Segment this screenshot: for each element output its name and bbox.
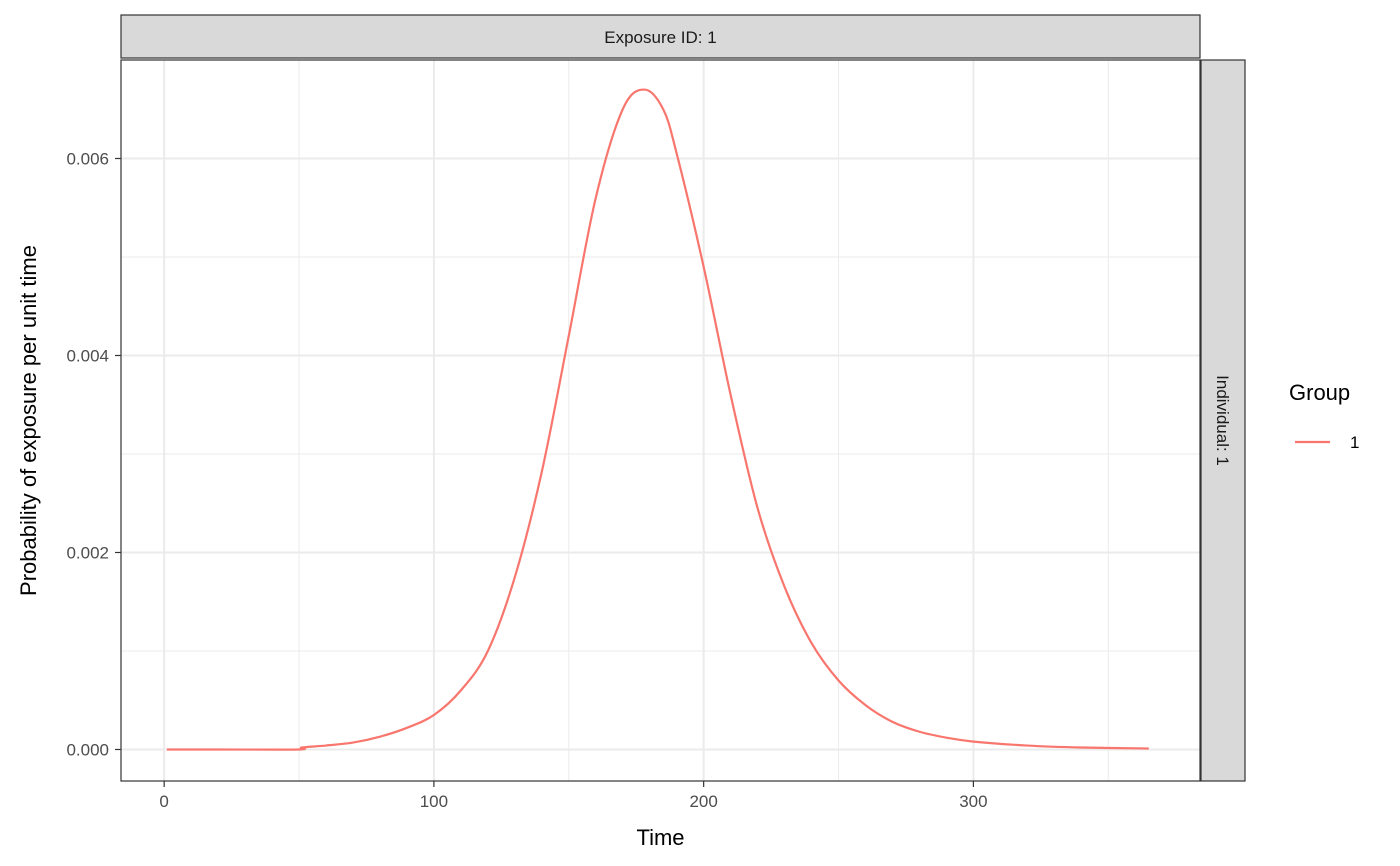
plot-panel <box>120 59 1201 782</box>
y-tick-label: 0.000 <box>66 740 109 759</box>
grid-major <box>121 60 1200 781</box>
y-tick-label: 0.004 <box>66 346 109 365</box>
y-tick-label: 0.002 <box>66 543 109 562</box>
x-axis-title: Time <box>636 825 684 850</box>
facet-strip-top: Exposure ID: 1 <box>120 14 1201 59</box>
x-tick-label: 300 <box>959 792 987 811</box>
facet-strip-right: Individual: 1 <box>1200 59 1246 782</box>
y-axis: 0.000 0.002 0.004 0.006 <box>66 149 121 759</box>
x-tick-label: 100 <box>420 792 448 811</box>
legend-title: Group <box>1289 380 1350 405</box>
y-tick-label: 0.006 <box>66 149 109 168</box>
y-axis-title: Probability of exposure per unit time <box>16 245 41 596</box>
facet-strip-right-label: Individual: 1 <box>1213 375 1232 466</box>
x-tick-label: 200 <box>689 792 717 811</box>
facet-strip-top-label: Exposure ID: 1 <box>604 28 716 47</box>
x-tick-label: 0 <box>159 792 168 811</box>
x-axis: 0 100 200 300 <box>159 781 988 811</box>
legend-entry-label: 1 <box>1350 433 1359 452</box>
grid-minor <box>121 60 1200 781</box>
legend: Group 1 <box>1289 380 1359 452</box>
series-line-1 <box>166 88 1149 751</box>
